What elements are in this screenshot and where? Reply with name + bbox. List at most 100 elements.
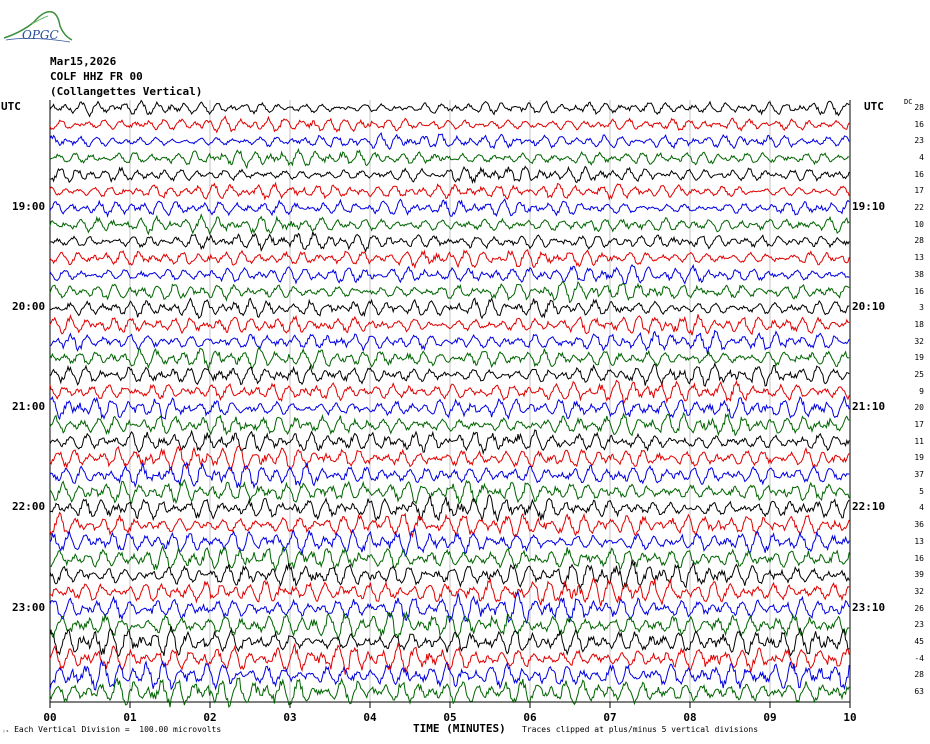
logo-icon bbox=[3, 10, 73, 43]
left-time-label: 20:00 bbox=[12, 300, 46, 314]
vertical-division-text: Each Vertical Division = 100.00 microvol… bbox=[14, 725, 222, 734]
seismic-trace bbox=[49, 313, 850, 336]
seismic-trace bbox=[49, 99, 850, 118]
dc-offset-value: 19 bbox=[914, 353, 924, 363]
dc-offset-value: 13 bbox=[914, 253, 924, 263]
dc-offset-value: 25 bbox=[914, 369, 924, 379]
dc-offset-value: 23 bbox=[914, 620, 924, 630]
dc-offset-value: 4 bbox=[919, 503, 924, 513]
seismic-trace bbox=[49, 560, 850, 590]
dc-offset-value: 16 bbox=[914, 119, 924, 129]
logo-text: OPGC bbox=[22, 28, 59, 42]
dc-offset-value: 63 bbox=[914, 687, 924, 696]
small-icon: ⱼₛ bbox=[2, 727, 10, 734]
dc-offset-value: 28 bbox=[914, 236, 924, 246]
left-time-label: 21:00 bbox=[12, 400, 46, 414]
seismic-trace bbox=[49, 346, 850, 371]
utc-label-right: UTC bbox=[864, 100, 884, 113]
dc-offset-value: 19 bbox=[914, 453, 924, 463]
dc-offset-value: 17 bbox=[914, 186, 924, 196]
seismic-trace bbox=[49, 575, 850, 607]
seismic-trace bbox=[49, 544, 850, 573]
seismic-trace bbox=[50, 165, 850, 185]
utc-label-left: UTC bbox=[1, 100, 21, 113]
location-label: (Collangettes Vertical) bbox=[50, 85, 203, 98]
left-time-label: 23:00 bbox=[12, 600, 46, 614]
right-time-label: 21:10 bbox=[852, 400, 886, 414]
x-tick-label: 05 bbox=[443, 711, 457, 724]
x-tick-label: 01 bbox=[123, 711, 137, 724]
seismic-trace bbox=[49, 493, 850, 523]
x-tick-label: 02 bbox=[203, 711, 217, 724]
dc-offset-value: 17 bbox=[914, 420, 924, 430]
x-tick-label: 04 bbox=[363, 711, 377, 724]
dc-offset-value: 37 bbox=[914, 470, 924, 480]
seismic-trace bbox=[49, 478, 850, 505]
x-tick-label: 07 bbox=[603, 711, 617, 724]
seismic-trace bbox=[49, 511, 850, 539]
dc-offset-value: 38 bbox=[914, 269, 924, 279]
dc-offset-value: 32 bbox=[914, 586, 924, 596]
seismic-trace bbox=[49, 411, 850, 437]
seismic-trace bbox=[49, 263, 850, 285]
date-label: Mar15,2026 bbox=[50, 55, 117, 68]
seismic-trace bbox=[49, 147, 850, 170]
seismic-trace bbox=[49, 395, 850, 421]
seismic-trace bbox=[49, 429, 850, 455]
dc-offset-value: 10 bbox=[914, 219, 924, 229]
opgc-logo bbox=[2, 4, 73, 48]
dc-offset-value: 22 bbox=[914, 203, 924, 213]
dc-offset-value: 9 bbox=[919, 386, 924, 396]
dc-offset-value: 13 bbox=[914, 536, 924, 546]
dc-offset-value: 28 bbox=[914, 670, 924, 680]
dc-offset-value: 11 bbox=[914, 436, 924, 446]
seismic-trace bbox=[49, 527, 850, 558]
dc-offset-value: 36 bbox=[914, 520, 924, 530]
seismic-trace bbox=[49, 198, 850, 218]
left-time-label: 22:00 bbox=[12, 500, 46, 514]
right-time-label: 22:10 bbox=[852, 500, 886, 514]
x-axis-label: TIME (MINUTES) bbox=[413, 722, 506, 735]
traces bbox=[49, 99, 850, 709]
seismic-trace bbox=[49, 181, 850, 201]
dc-offset-value: 16 bbox=[914, 169, 924, 179]
x-ticks bbox=[49, 702, 851, 708]
dc-offset-value: -4 bbox=[914, 653, 924, 663]
seismic-trace bbox=[49, 590, 850, 625]
x-tick-label: 10 bbox=[843, 711, 857, 724]
x-tick-label: 00 bbox=[43, 711, 57, 724]
seismic-trace bbox=[49, 297, 850, 320]
seismic-trace bbox=[49, 280, 850, 304]
seismic-trace bbox=[49, 677, 850, 709]
left-time-label: 19:00 bbox=[12, 200, 46, 214]
dc-offset-value: 5 bbox=[919, 486, 924, 496]
right-time-label: 23:10 bbox=[852, 600, 886, 614]
dc-offset-value: 16 bbox=[914, 286, 924, 296]
right-time-label: 20:10 bbox=[852, 300, 886, 314]
seismic-trace bbox=[49, 445, 850, 472]
dc-offset-value: 45 bbox=[914, 636, 924, 646]
seismic-trace bbox=[49, 115, 850, 134]
dc-offset-value: 26 bbox=[914, 603, 924, 613]
seismic-trace bbox=[49, 461, 850, 490]
seismic-trace bbox=[49, 658, 850, 691]
dc-offset-value: 18 bbox=[914, 319, 924, 329]
dc-offset-value: 23 bbox=[914, 136, 924, 146]
clip-note: Traces clipped at plus/minus 5 vertical … bbox=[522, 725, 759, 734]
x-tick-label: 03 bbox=[283, 711, 297, 724]
seismic-trace bbox=[49, 249, 850, 270]
seismic-trace bbox=[49, 213, 850, 236]
dc-offset-value: 4 bbox=[919, 153, 924, 163]
seismic-trace bbox=[49, 231, 850, 253]
x-tick-label: 09 bbox=[763, 711, 777, 724]
dc-offset-value: 3 bbox=[919, 303, 924, 313]
dc-offset-value: 32 bbox=[914, 336, 924, 346]
vertical-division-note: ⱼₛ Each Vertical Division = 100.00 micro… bbox=[2, 725, 221, 734]
dc-offset-value: 28 bbox=[914, 103, 924, 112]
seismic-trace bbox=[49, 329, 850, 355]
dc-offset-value: 20 bbox=[914, 403, 924, 413]
seismic-trace bbox=[49, 626, 850, 658]
dc-offset-value: 39 bbox=[914, 570, 924, 580]
dc-label: DC bbox=[904, 98, 913, 106]
